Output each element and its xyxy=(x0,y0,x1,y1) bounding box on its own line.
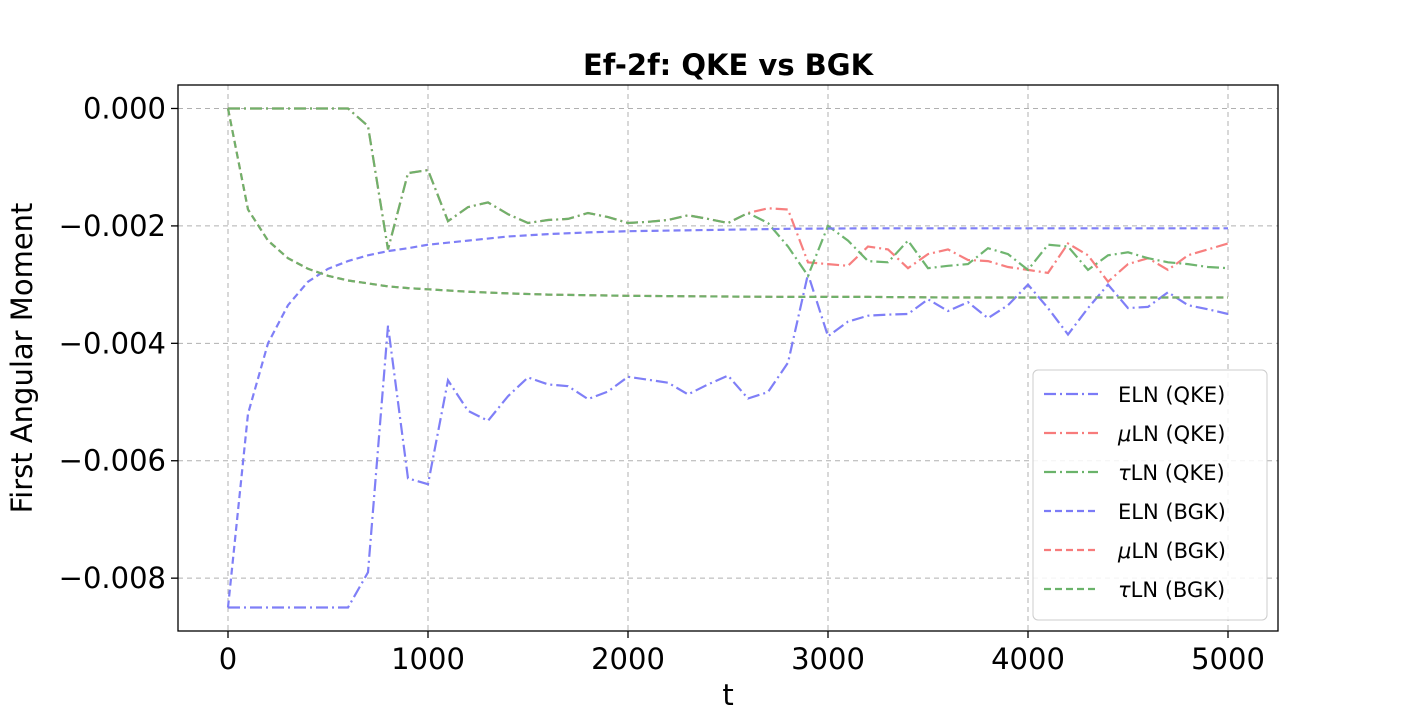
y-tick-label: −0.002 xyxy=(59,209,166,243)
y-axis-label: First Angular Moment xyxy=(5,203,39,514)
legend-label: ELN (BGK) xyxy=(1118,500,1226,524)
x-tick-label: 4000 xyxy=(991,642,1065,676)
x-axis-label: t xyxy=(722,678,733,710)
y-tick-label: 0.000 xyxy=(83,91,166,125)
x-tick-label: 3000 xyxy=(791,642,865,676)
ticks: 0 1000 2000 3000 4000 5000 0.000 −0.002 −0.004 −0… xyxy=(59,91,1265,676)
legend-label: μLN (QKE) xyxy=(1117,422,1225,446)
x-tick-label: 0 xyxy=(219,642,237,676)
series-line-4 xyxy=(226,227,1228,608)
legend-label: τLN (QKE) xyxy=(1118,461,1225,485)
plot-frame xyxy=(177,84,1279,632)
chart-title: Ef-2f: QKE vs BGK xyxy=(583,48,875,82)
series-lines xyxy=(226,107,1229,609)
legend-label: ELN (QKE) xyxy=(1118,383,1225,407)
y-tick-label: −0.008 xyxy=(59,561,166,595)
legend-label: τLN (BGK) xyxy=(1118,578,1225,602)
series-line-3 xyxy=(228,107,1229,279)
legend: ELN (QKE) μLN (QKE) τLN (QKE) ELN (BGK) μLN … xyxy=(1032,369,1268,621)
legend-label: μLN (BGK) xyxy=(1117,539,1226,563)
series-line-6 xyxy=(226,108,1228,299)
y-tick-label: −0.004 xyxy=(59,326,166,360)
x-tick-label: 2000 xyxy=(591,642,665,676)
x-tick-label: 5000 xyxy=(1191,642,1265,676)
x-tick-label: 1000 xyxy=(391,642,465,676)
y-tick-label: −0.006 xyxy=(59,444,166,478)
grid xyxy=(178,85,1278,631)
